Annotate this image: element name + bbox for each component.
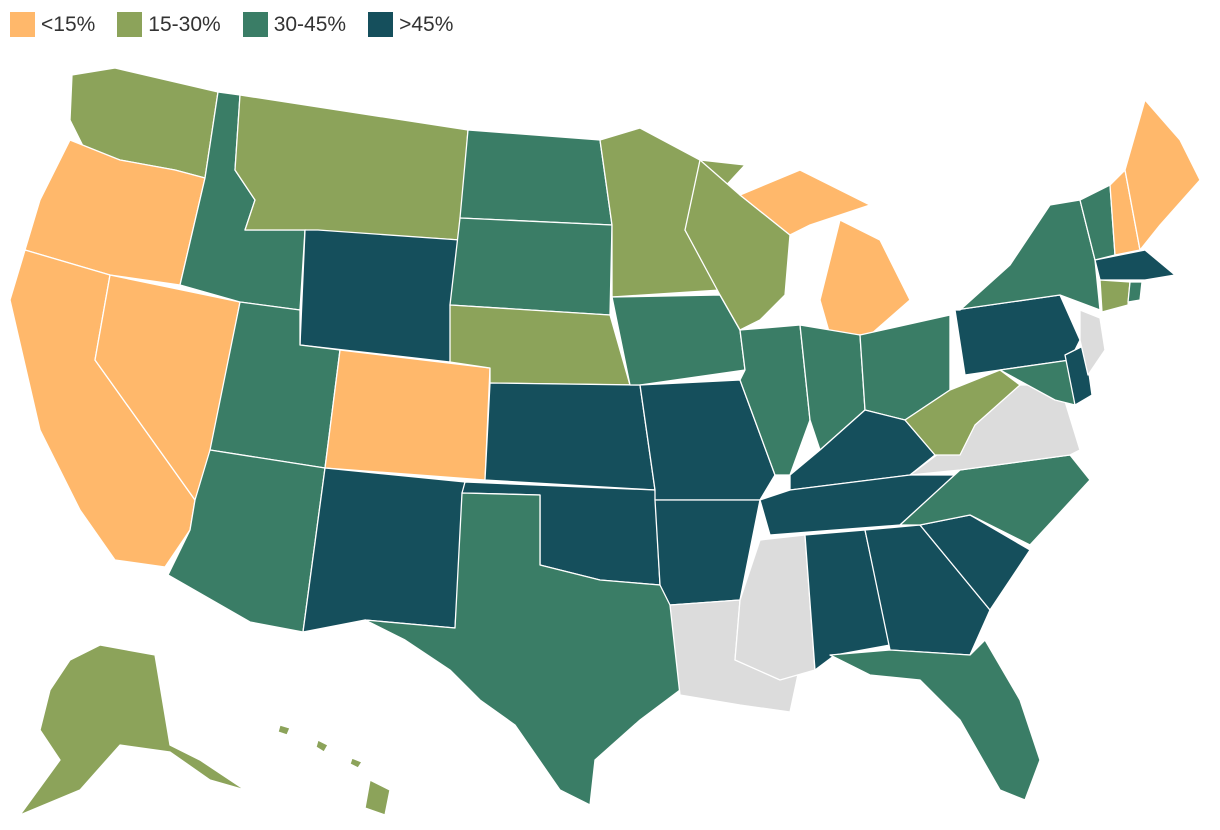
- state-rhode-island[interactable]: [1127, 281, 1143, 303]
- state-texas[interactable]: [364, 492, 681, 806]
- state-new-york[interactable]: [954, 199, 1101, 311]
- legend-swatch: [117, 12, 143, 37]
- legend-swatch: [242, 12, 268, 37]
- map-legend: <15% 15-30% 30-45% >45%: [10, 12, 475, 37]
- legend-item-30-45: 30-45%: [242, 12, 347, 37]
- state-new-mexico[interactable]: [302, 467, 466, 633]
- state-florida[interactable]: [829, 639, 1041, 801]
- state-hawaii[interactable]: [277, 724, 391, 816]
- state-colorado[interactable]: [324, 349, 491, 481]
- state-connecticut[interactable]: [1099, 279, 1131, 313]
- state-montana[interactable]: [234, 94, 469, 241]
- legend-swatch: [368, 12, 394, 37]
- legend-swatch: [10, 12, 35, 37]
- state-west-virginia[interactable]: [904, 369, 1021, 456]
- state-iowa[interactable]: [611, 294, 746, 386]
- state-kansas[interactable]: [484, 382, 656, 491]
- state-alabama[interactable]: [804, 529, 891, 671]
- legend-label: 15-30%: [148, 12, 221, 36]
- state-new-jersey[interactable]: [1079, 309, 1106, 376]
- legend-label: <15%: [41, 12, 96, 36]
- state-wyoming[interactable]: [299, 229, 461, 363]
- legend-item-15-30: 15-30%: [117, 12, 221, 37]
- legend-item-over-45: >45%: [368, 12, 453, 37]
- legend-label: >45%: [399, 12, 454, 36]
- state-georgia[interactable]: [864, 524, 991, 656]
- legend-label: 30-45%: [273, 12, 347, 36]
- state-south-dakota[interactable]: [449, 217, 613, 316]
- legend-item-under-15: <15%: [10, 12, 95, 37]
- state-alaska[interactable]: [19, 644, 246, 816]
- state-north-dakota[interactable]: [459, 129, 613, 226]
- state-massachusetts[interactable]: [1094, 249, 1176, 281]
- state-maine[interactable]: [1124, 99, 1201, 251]
